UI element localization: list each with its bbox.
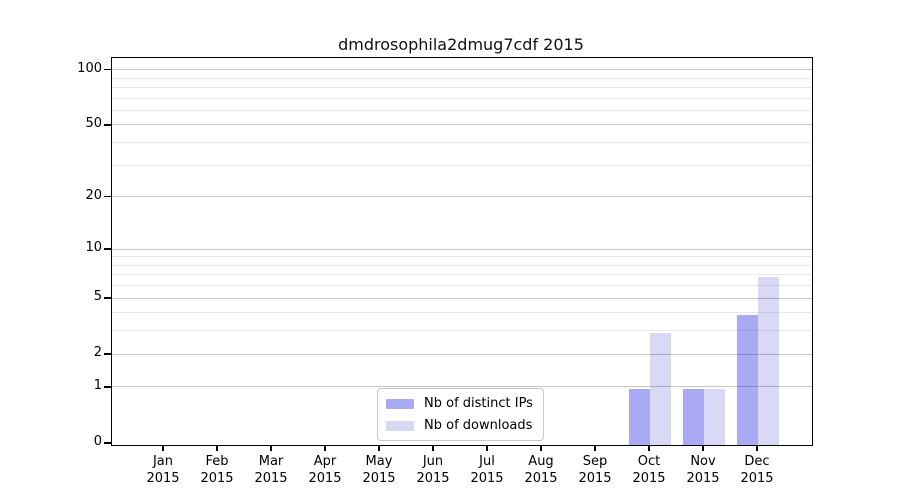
x-tick-mark: [432, 445, 434, 451]
gridline-minor: [112, 330, 812, 332]
x-tick-mark: [162, 445, 164, 451]
gridline-minor: [112, 86, 812, 88]
gridline-minor: [112, 164, 812, 166]
gridline-major: [112, 69, 812, 71]
bar-distinct-ips-nov: [683, 388, 704, 445]
x-tick-mark: [324, 445, 326, 451]
x-tick-mark: [648, 445, 650, 451]
chart-title: dmdrosophila2dmug7cdf 2015: [338, 35, 584, 54]
gridline-major: [112, 196, 812, 198]
gridline-minor: [112, 285, 812, 287]
gridline-minor: [112, 109, 812, 111]
gridline-minor: [112, 77, 812, 79]
legend-label: Nb of distinct IPs: [424, 396, 533, 411]
x-tick-label-nov: Nov 2015: [686, 454, 720, 486]
y-tick-label: 1: [93, 377, 102, 393]
distinct-ips-swatch: [386, 398, 414, 409]
y-tick-mark: [104, 353, 111, 355]
legend-entry-downloads: Nb of downloads: [386, 418, 533, 433]
y-tick-mark: [104, 68, 111, 71]
x-tick-label-jun: Jun 2015: [416, 454, 450, 486]
gridline-minor: [112, 274, 812, 276]
legend-label: Nb of downloads: [424, 418, 533, 433]
gridline-major: [112, 248, 812, 250]
y-tick-label: 5: [93, 289, 102, 305]
x-tick-mark: [702, 445, 704, 451]
y-tick-label: 0: [93, 434, 102, 449]
gridline-major: [112, 386, 812, 388]
x-tick-label-jul: Jul 2015: [470, 454, 504, 486]
legend: Nb of distinct IPs Nb of downloads: [377, 388, 544, 441]
bar-downloads-nov: [704, 388, 725, 445]
y-tick-mark: [104, 386, 111, 388]
x-tick-label-dec: Dec 2015: [740, 454, 774, 486]
gridline-minor: [112, 264, 812, 266]
gridline-major: [112, 124, 812, 126]
x-tick-label-jan: Jan 2015: [146, 454, 180, 486]
x-tick-mark: [378, 445, 380, 451]
x-tick-label-feb: Feb 2015: [200, 454, 234, 486]
y-tick-mark: [104, 124, 111, 126]
x-tick-label-sep: Sep 2015: [578, 454, 612, 486]
y-tick-label: 50: [85, 115, 102, 131]
y-tick-mark: [104, 195, 111, 198]
gridline-major: [112, 353, 812, 355]
y-tick-label: 100: [77, 60, 102, 76]
x-tick-mark: [486, 445, 488, 451]
x-tick-mark: [540, 445, 542, 451]
gridline-minor: [112, 312, 812, 314]
x-tick-label-apr: Apr 2015: [308, 454, 342, 486]
x-tick-label-mar: Mar 2015: [254, 454, 288, 486]
gridline-minor: [112, 142, 812, 144]
x-tick-mark: [216, 445, 218, 451]
y-tick-label: 2: [93, 345, 102, 361]
y-tick-label: 20: [85, 187, 102, 203]
downloads-swatch: [386, 420, 414, 431]
y-tick-mark: [104, 442, 111, 444]
bar-distinct-ips-dec: [737, 314, 758, 445]
y-axis-ticks: [104, 57, 111, 446]
y-tick-label: 10: [85, 240, 102, 255]
x-tick-label-oct: Oct 2015: [632, 454, 666, 486]
x-axis: Jan 2015 Feb 2015 Mar 2015 Apr 2015 May 2015 Jun 20…: [111, 445, 811, 495]
plot-area: Nb of distinct IPs Nb of downloads: [111, 57, 813, 446]
y-tick-mark: [104, 248, 111, 250]
y-axis: 0 1 2 5 10 20 50 100: [0, 57, 104, 449]
y-tick-mark: [104, 297, 111, 299]
gridline-minor: [112, 256, 812, 258]
bar-downloads-oct: [650, 332, 671, 445]
x-tick-mark: [756, 445, 758, 451]
x-tick-label-may: May 2015: [362, 454, 396, 486]
bar-downloads-dec: [758, 276, 779, 445]
x-tick-mark: [594, 445, 596, 451]
x-tick-label-aug: Aug 2015: [524, 454, 558, 486]
gridline-major: [112, 297, 812, 299]
bar-distinct-ips-oct: [629, 388, 650, 445]
gridline-minor: [112, 97, 812, 99]
legend-entry-distinct-ips: Nb of distinct IPs: [386, 396, 533, 411]
x-tick-mark: [270, 445, 272, 451]
